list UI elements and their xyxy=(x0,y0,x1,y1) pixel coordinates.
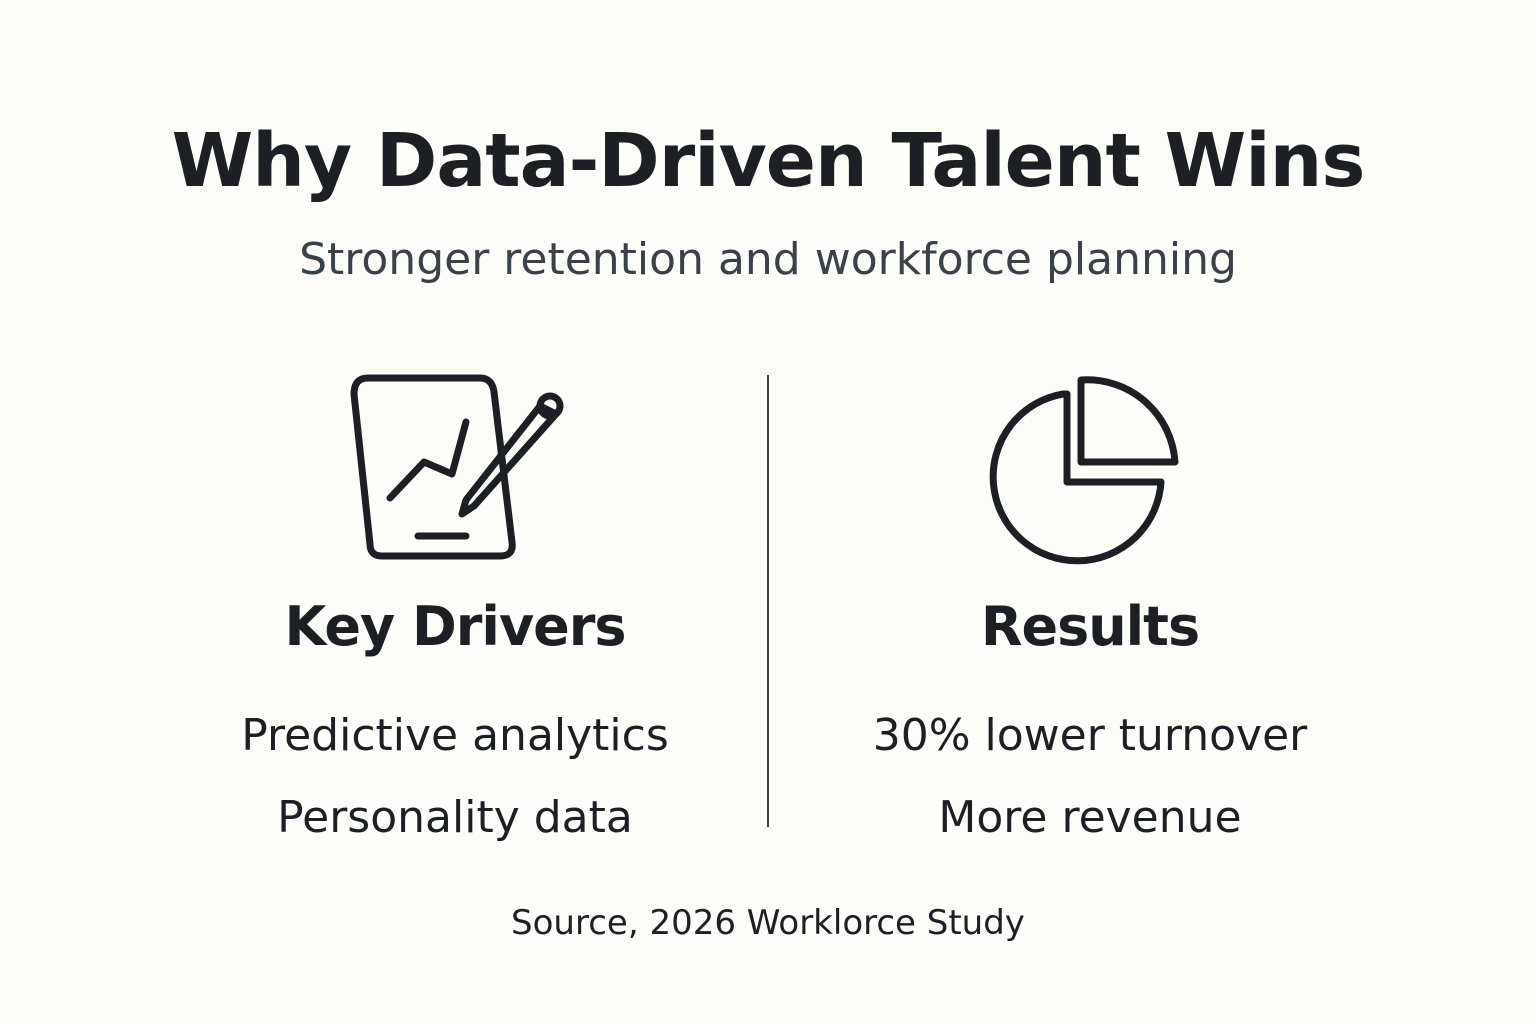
key-drivers-column: Key Drivers Predictive analytics Persona… xyxy=(205,595,705,859)
pie-icon xyxy=(989,376,1179,565)
subtitle: Stronger retention and workforce plannin… xyxy=(299,234,1237,285)
column-item: More revenue xyxy=(938,792,1242,843)
column-item: Personality data xyxy=(277,792,633,843)
column-heading: Key Drivers xyxy=(284,595,626,658)
results-column: Results 30% lower turnover More revenue xyxy=(840,595,1340,859)
source-note: Source, 2026 Worklorce Study xyxy=(511,903,1025,943)
chart-pen-icon xyxy=(350,374,564,560)
column-item: Predictive analytics xyxy=(241,710,669,761)
column-item: 30% lower turnover xyxy=(872,710,1308,761)
column-heading: Results xyxy=(980,595,1200,658)
divider xyxy=(767,375,769,827)
title: Why Data-Driven Talent Wins xyxy=(171,118,1366,204)
